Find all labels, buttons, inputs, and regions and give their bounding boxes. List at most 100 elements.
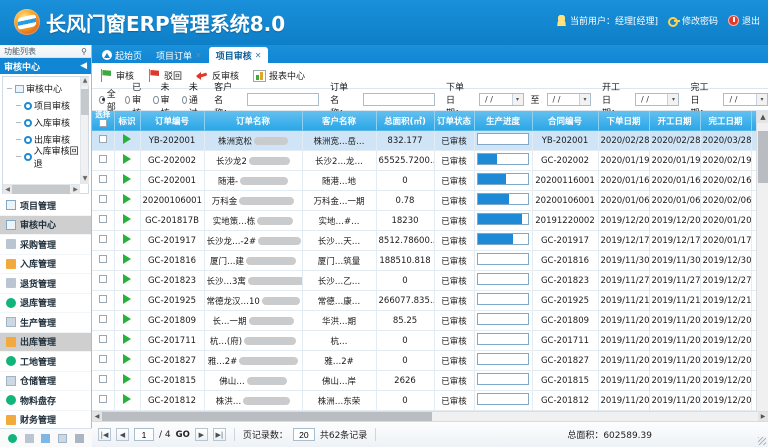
table-row[interactable]: GC-201812 株洪… 株洲…东荣 0 已审核 GC-201812 2019/11/20… (92, 390, 768, 411)
cell-flag[interactable] (114, 350, 141, 371)
tree-vertical-scrollbar[interactable]: ▲ ▼ (80, 77, 89, 184)
cell-select[interactable] (92, 310, 115, 331)
cell-flag[interactable] (114, 390, 141, 411)
grid-vertical-scrollbar[interactable]: ▲ ▼ (756, 111, 768, 425)
circle-green-icon[interactable] (7, 433, 17, 443)
tree-node-audit-center[interactable]: − 审核中心 (6, 80, 86, 97)
scroll-thumb[interactable] (81, 89, 89, 115)
column-header-9[interactable]: 下单日期 (598, 111, 650, 131)
doc-icon[interactable] (41, 433, 51, 443)
logout-button[interactable]: 退出 (727, 14, 760, 27)
play-icon[interactable] (123, 214, 131, 224)
play-icon[interactable] (123, 354, 131, 364)
table-row[interactable]: GC-202002 长沙龙2 长沙2…龙… 65525.7200… 已审核 GC-2020… (92, 150, 768, 171)
play-icon[interactable] (123, 374, 131, 384)
column-header-1[interactable]: 标识 (114, 111, 141, 131)
cart-icon[interactable] (24, 433, 34, 443)
cell-select[interactable] (92, 170, 115, 191)
cell-select[interactable] (92, 250, 115, 271)
cell-flag[interactable] (114, 190, 141, 211)
row-checkbox[interactable] (98, 135, 107, 143)
table-row[interactable]: YB-202001 株洲宽松 株洲宽…岳… 832.177 已审核 YB-202001 20… (92, 130, 768, 151)
cell-flag[interactable] (114, 370, 141, 391)
scroll-left-icon[interactable]: ◀ (3, 185, 12, 194)
play-icon[interactable] (123, 234, 131, 244)
audit-button[interactable]: 审核 (100, 69, 134, 82)
column-header-10[interactable]: 开工日期 (649, 111, 701, 131)
unaudit-button[interactable]: 反审核 (196, 69, 239, 82)
customer-name-input[interactable] (247, 93, 320, 106)
column-header-2[interactable]: 订单编号 (140, 111, 205, 131)
chevron-down-icon[interactable]: ▾ (579, 94, 591, 105)
cell-select[interactable] (92, 270, 115, 291)
order-date-to-picker[interactable]: / / ▾ (546, 93, 592, 106)
column-header-3[interactable]: 订单名称 (204, 111, 303, 131)
column-header-5[interactable]: 总面积(㎡) (376, 111, 435, 131)
cell-select[interactable] (92, 190, 115, 211)
chevron-down-icon[interactable]: ▾ (755, 94, 767, 105)
row-checkbox[interactable] (98, 275, 107, 283)
sidebar-item-9[interactable]: 仓储管理 (0, 372, 91, 391)
row-checkbox[interactable] (98, 175, 107, 183)
scroll-up-icon[interactable]: ▲ (81, 77, 89, 86)
tab-0[interactable]: 起始页 (95, 47, 149, 63)
row-checkbox[interactable] (98, 235, 107, 243)
column-header-4[interactable]: 客户名称 (302, 111, 377, 131)
table-row[interactable]: GC-201827 雅…2# 雅…2# 0 已审核 GC-201827 2019/11/20… (92, 350, 768, 371)
tree-node-inbound-audit[interactable]: − 入库审核 (6, 114, 86, 131)
cell-select[interactable] (92, 290, 115, 311)
row-checkbox[interactable] (98, 335, 107, 343)
play-icon[interactable] (123, 394, 131, 404)
scroll-right-icon[interactable]: ▶ (71, 185, 80, 194)
column-header-8[interactable]: 合同编号 (532, 111, 599, 131)
cell-flag[interactable] (114, 310, 141, 331)
sidebar-item-5[interactable]: 退库管理 (0, 294, 91, 313)
resize-grip-icon[interactable] (758, 437, 766, 445)
scroll-left-icon[interactable]: ◀ (92, 412, 102, 422)
sidebar-item-3[interactable]: 入库管理 (0, 255, 91, 274)
play-icon[interactable] (123, 314, 131, 324)
scroll-up-icon[interactable]: ▲ (757, 111, 768, 123)
sidebar-item-6[interactable]: 生产管理 (0, 313, 91, 333)
chevron-down-icon[interactable]: ▾ (511, 94, 523, 105)
radio-all[interactable]: 全部 (99, 87, 118, 113)
row-checkbox[interactable] (98, 395, 107, 403)
column-header-11[interactable]: 完工日期 (700, 111, 752, 131)
play-icon[interactable] (123, 194, 131, 204)
tree-node-project-audit[interactable]: − 项目审核 (6, 97, 86, 114)
sidebar-item-7[interactable]: 出库管理 (0, 332, 91, 352)
cell-select[interactable] (92, 370, 115, 391)
order-name-input[interactable] (363, 93, 436, 106)
table-row[interactable]: GC-201823 长沙…3寓 长沙…乙… 0 已审核 GC-201823 2019/11/… (92, 270, 768, 291)
chevron-down-icon[interactable]: ▾ (667, 94, 679, 105)
row-checkbox[interactable] (98, 295, 107, 303)
scroll-thumb-h[interactable] (102, 412, 432, 422)
row-checkbox[interactable] (98, 355, 107, 363)
scroll-thumb-h[interactable] (12, 185, 70, 194)
tab-1[interactable]: 项目订单 ✕ (149, 47, 209, 63)
order-date-from-picker[interactable]: / / ▾ (479, 93, 524, 106)
cell-flag[interactable] (114, 250, 141, 271)
cell-select[interactable] (92, 230, 115, 251)
sidebar-item-4[interactable]: 退货管理 (0, 274, 91, 294)
play-icon[interactable] (123, 334, 131, 344)
row-checkbox[interactable] (98, 215, 107, 223)
row-checkbox[interactable] (98, 315, 107, 323)
play-icon[interactable] (123, 254, 131, 264)
play-icon[interactable] (123, 274, 131, 284)
cell-select[interactable] (92, 330, 115, 351)
table-row[interactable]: GC-201925 常德龙汉…10 常德…康… 266077.835… 已审核 GC-20… (92, 290, 768, 311)
prev-page-button[interactable]: ◀ (116, 428, 129, 441)
tab-2[interactable]: 项目审核 ✕ (208, 47, 269, 63)
cell-flag[interactable] (114, 210, 141, 231)
grid-horizontal-scrollbar[interactable]: ◀ ▶ (92, 411, 768, 422)
cell-flag[interactable] (114, 270, 141, 291)
cell-select[interactable] (92, 350, 115, 371)
column-header-7[interactable]: 生产进度 (474, 111, 533, 131)
tree-node-inbound-audit-rollback[interactable]: − 入库审核回退 (6, 147, 86, 170)
cell-flag[interactable] (114, 290, 141, 311)
play-icon[interactable] (123, 294, 131, 304)
scroll-down-icon[interactable]: ▼ (81, 175, 89, 184)
sidebar-item-8[interactable]: 工地管理 (0, 352, 91, 372)
page-number-input[interactable] (134, 428, 154, 441)
